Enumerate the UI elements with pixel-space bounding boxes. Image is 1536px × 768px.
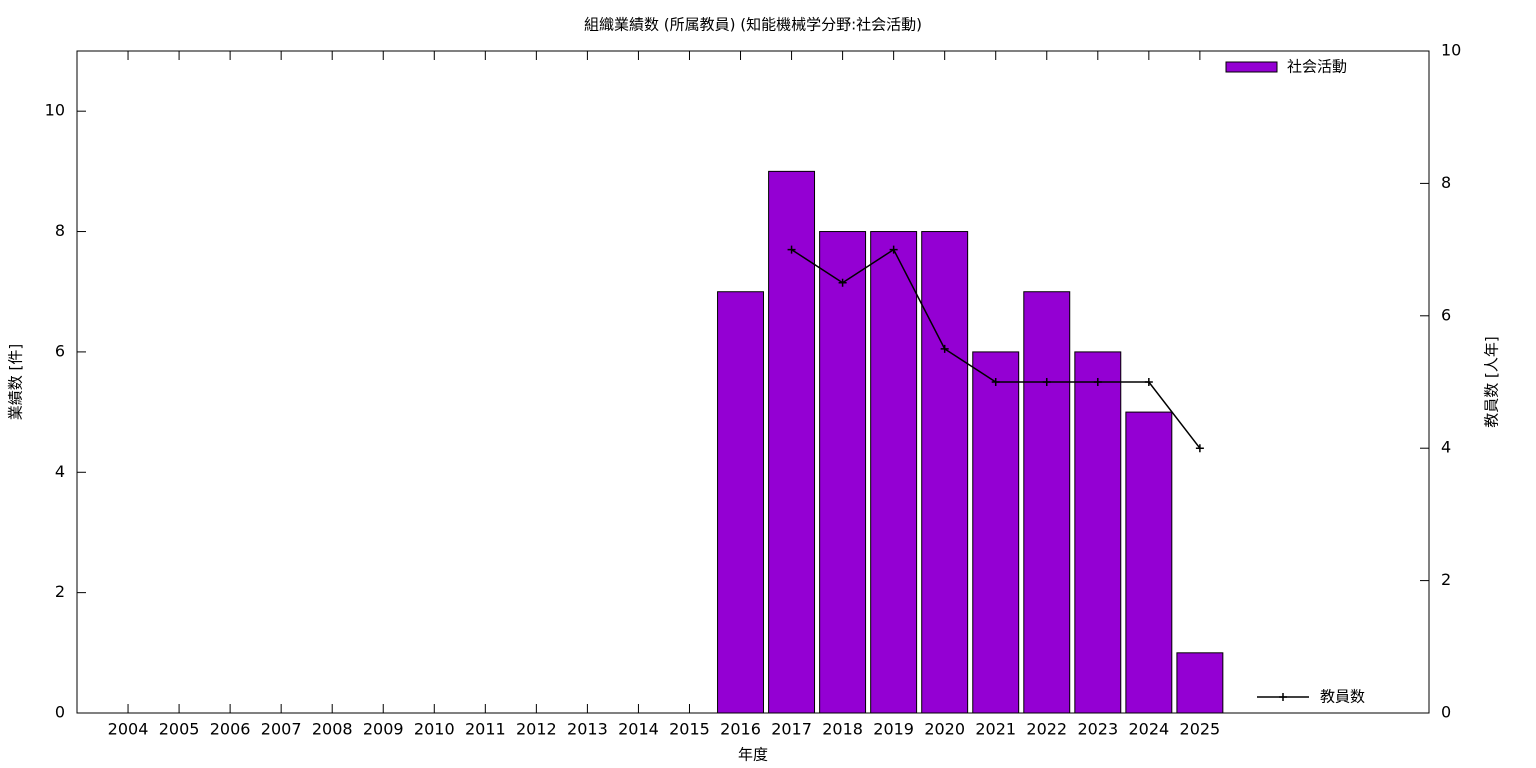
x-tick-label: 2022	[1026, 720, 1067, 739]
y2-tick-label: 4	[1441, 438, 1451, 457]
x-tick-label: 2016	[720, 720, 761, 739]
x-axis-label: 年度	[738, 746, 768, 764]
x-tick-label: 2021	[975, 720, 1016, 739]
legend-label: 教員数	[1320, 688, 1365, 706]
x-tick-label: 2009	[363, 720, 404, 739]
point	[787, 245, 796, 254]
x-tick-label: 2019	[873, 720, 914, 739]
x-tick-label: 2025	[1180, 720, 1221, 739]
y-tick-label: 0	[55, 703, 65, 722]
legend-swatch	[1279, 693, 1287, 701]
legend-swatch	[1225, 61, 1278, 73]
x-tick-label: 2017	[771, 720, 812, 739]
bar	[972, 351, 1020, 714]
y2-tick-label: 0	[1441, 703, 1451, 722]
y-axis-label: 業績数 [件]	[7, 344, 25, 420]
y-tick-label: 2	[55, 582, 65, 601]
x-tick-label: 2020	[924, 720, 965, 739]
x-tick-label: 2015	[669, 720, 710, 739]
y2-tick-label: 6	[1441, 305, 1451, 324]
point	[1042, 378, 1051, 386]
bar	[870, 231, 918, 714]
x-tick-label: 2006	[210, 720, 251, 739]
x-tick-label: 2008	[312, 720, 353, 739]
point	[889, 245, 898, 254]
x-tick-label: 2007	[261, 720, 302, 739]
y2-tick-label: 8	[1441, 173, 1451, 192]
bar	[717, 291, 764, 714]
y2-axis-label: 教員数 [人年]	[1483, 336, 1501, 427]
x-tick-label: 2023	[1077, 720, 1118, 739]
bar	[768, 170, 816, 714]
point	[991, 378, 1000, 386]
x-tick-label: 2011	[465, 720, 506, 739]
y-tick-label: 8	[55, 221, 65, 240]
y-tick-label: 10	[45, 101, 65, 120]
point	[1144, 378, 1153, 386]
point	[838, 278, 847, 287]
y2-tick-label: 2	[1441, 570, 1451, 589]
bar	[1074, 351, 1122, 714]
point	[1195, 444, 1204, 453]
chart-title: 組織業績数 (所属教員) (知能機械学分野:社会活動)	[584, 16, 922, 34]
y2-tick-label: 10	[1441, 41, 1461, 60]
legend-label: 社会活動	[1287, 58, 1347, 76]
point	[940, 344, 949, 353]
bar	[1023, 291, 1071, 714]
bar	[819, 231, 867, 714]
bar	[1176, 652, 1224, 714]
y-tick-label: 4	[55, 462, 65, 481]
x-tick-label: 2004	[108, 720, 149, 739]
x-tick-label: 2012	[516, 720, 557, 739]
x-tick-label: 2005	[159, 720, 200, 739]
y-tick-label: 6	[55, 341, 65, 360]
point	[1093, 378, 1102, 386]
bar	[921, 231, 969, 714]
x-tick-label: 2014	[618, 720, 659, 739]
x-tick-label: 2010	[414, 720, 455, 739]
x-tick-label: 2024	[1128, 720, 1169, 739]
x-tick-label: 2018	[822, 720, 863, 739]
bar	[1125, 411, 1173, 714]
x-tick-label: 2013	[567, 720, 608, 739]
